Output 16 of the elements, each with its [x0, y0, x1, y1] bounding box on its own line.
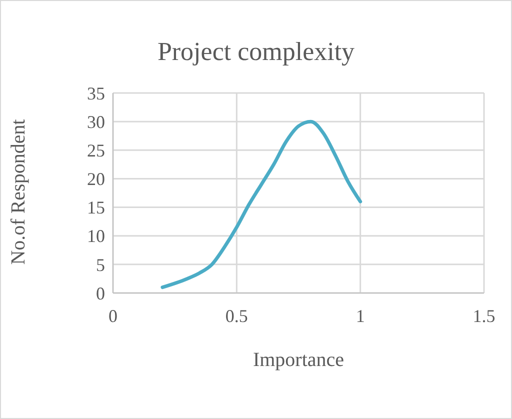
x-axis-title: Importance — [252, 349, 346, 372]
y-tick-label: 0 — [96, 283, 105, 304]
y-tick-label: 10 — [87, 226, 105, 246]
x-tick-label: 0.5 — [225, 306, 248, 326]
y-tick-label: 15 — [87, 198, 105, 218]
y-tick-label: 5 — [96, 254, 105, 275]
x-tick-label: 1.5 — [472, 306, 496, 326]
chart-title: Project complexity — [156, 37, 356, 67]
y-tick-label: 25 — [87, 140, 105, 161]
y-tick-label: 35 — [87, 83, 105, 104]
x-tick-label: 0 — [108, 306, 118, 326]
x-tick-label: 1 — [356, 306, 365, 326]
y-axis-title: No.of Respondent — [8, 119, 30, 265]
y-tick-label: 20 — [87, 169, 105, 190]
y-tick-label: 30 — [87, 112, 105, 132]
line-series — [160, 120, 362, 290]
